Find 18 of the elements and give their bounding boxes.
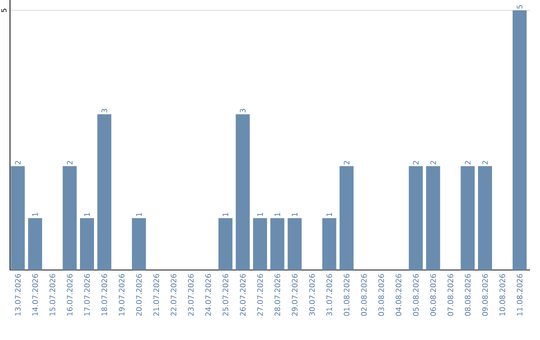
bar <box>288 218 302 270</box>
bar <box>270 218 284 270</box>
bar <box>62 166 77 270</box>
bar <box>218 218 232 270</box>
bar <box>408 166 423 270</box>
bar <box>236 114 250 270</box>
bar <box>426 166 440 270</box>
bar <box>478 166 492 270</box>
bar <box>10 166 25 270</box>
bar <box>340 166 354 270</box>
bar <box>460 166 475 270</box>
bar <box>512 10 527 270</box>
bar <box>322 218 336 270</box>
bar <box>132 218 146 270</box>
bar <box>28 218 42 270</box>
bar <box>97 114 112 270</box>
bar <box>80 218 94 270</box>
bar <box>253 218 268 270</box>
